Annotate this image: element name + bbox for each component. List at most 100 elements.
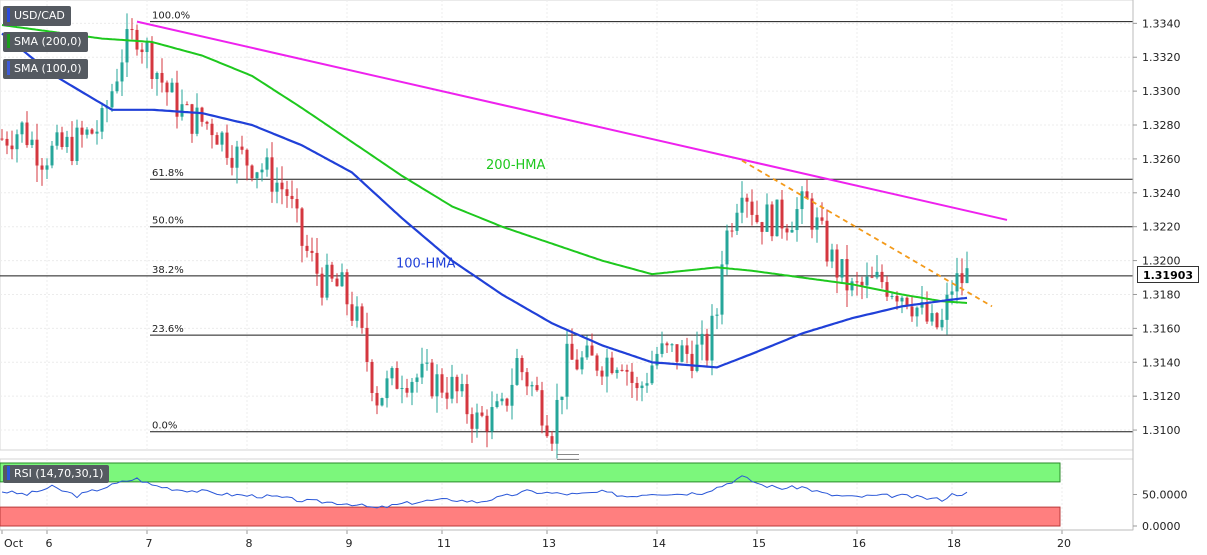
candle-body bbox=[865, 276, 869, 286]
candle-body bbox=[410, 381, 414, 393]
candle-body bbox=[335, 278, 339, 287]
candle-body bbox=[240, 146, 244, 150]
candle-body bbox=[475, 412, 479, 429]
candle-body bbox=[305, 245, 309, 251]
fibonacci-label: 50.0% bbox=[152, 216, 184, 227]
200-hma-line bbox=[1, 24, 968, 304]
candle-body bbox=[470, 414, 474, 429]
candle-body bbox=[30, 139, 34, 146]
panel-splitter-handle[interactable] bbox=[557, 454, 579, 460]
candle-body bbox=[445, 392, 449, 399]
candle-body bbox=[190, 104, 194, 134]
candle-body bbox=[870, 276, 874, 278]
legend-sma-200[interactable]: SMA (200,0) bbox=[3, 32, 88, 52]
candle-body bbox=[265, 157, 269, 170]
candle-body bbox=[775, 199, 779, 237]
candle-body bbox=[340, 272, 344, 287]
candle-body bbox=[315, 252, 319, 274]
legend-rsi[interactable]: RSI (14,70,30,1) bbox=[3, 465, 110, 483]
candle-body bbox=[600, 370, 604, 377]
candle-body bbox=[560, 396, 564, 400]
candle-body bbox=[455, 376, 459, 392]
candle-body bbox=[160, 72, 164, 83]
candle-body bbox=[450, 376, 454, 399]
sma-200-label: SMA (200,0) bbox=[14, 35, 82, 48]
candle-body bbox=[930, 313, 934, 322]
candle-body bbox=[530, 385, 534, 387]
x-tick-label: 7 bbox=[146, 537, 153, 550]
rsi-swatch-icon bbox=[7, 466, 10, 480]
candle-body bbox=[805, 191, 809, 199]
candle-body bbox=[360, 306, 364, 328]
fibonacci-label: 38.2% bbox=[152, 265, 184, 276]
candle-body bbox=[390, 368, 394, 379]
candle-body bbox=[570, 343, 574, 360]
candle-body bbox=[300, 208, 304, 246]
candle-body bbox=[540, 390, 544, 426]
y-tick-label: 1.3320 bbox=[1142, 51, 1181, 64]
candle-body bbox=[375, 392, 379, 406]
candle-body bbox=[945, 294, 949, 320]
candle-body bbox=[385, 378, 389, 399]
candle-body bbox=[110, 91, 114, 108]
symbol-label[interactable]: USD/CAD bbox=[3, 6, 71, 26]
candle-body bbox=[690, 353, 694, 371]
candle-body bbox=[710, 315, 714, 361]
candle-body bbox=[835, 249, 839, 278]
time-axis: Oct 6 7 8 9 11 13 14 15 16 18 20 bbox=[0, 529, 1133, 550]
candle-body bbox=[735, 212, 739, 231]
candle-body bbox=[565, 343, 569, 397]
candle-body bbox=[0, 138, 4, 140]
candle-body bbox=[830, 249, 834, 262]
candle-body bbox=[380, 398, 384, 406]
candle-body bbox=[145, 42, 149, 53]
candle-body bbox=[525, 372, 529, 387]
candle-body bbox=[180, 104, 184, 117]
y-tick-label: 1.3140 bbox=[1142, 356, 1181, 369]
candle-body bbox=[800, 191, 804, 210]
candle-body bbox=[795, 209, 799, 231]
candle-body bbox=[680, 345, 684, 362]
candle-body bbox=[150, 42, 154, 79]
candle-body bbox=[615, 369, 619, 374]
candle-body bbox=[790, 230, 794, 233]
candle-body bbox=[885, 282, 889, 297]
candle-body bbox=[555, 399, 559, 444]
candle-body bbox=[400, 388, 404, 390]
candle-body bbox=[610, 357, 614, 374]
x-tick-label: 15 bbox=[752, 537, 766, 550]
candle-body bbox=[135, 29, 139, 50]
candle-body bbox=[785, 228, 789, 233]
y-tick-label: 1.3260 bbox=[1142, 153, 1181, 166]
candle-body bbox=[120, 62, 124, 82]
candle-body bbox=[165, 82, 169, 93]
candle-body bbox=[95, 131, 99, 134]
x-tick-label: 9 bbox=[346, 537, 353, 550]
y-tick-label: 1.3340 bbox=[1142, 17, 1181, 30]
candle-body bbox=[185, 104, 189, 106]
candle-body bbox=[20, 122, 24, 135]
fibonacci-label: 23.6% bbox=[152, 324, 184, 335]
100-hma-line bbox=[1, 32, 968, 369]
fibonacci-levels: 100.0% 61.8% 50.0% 38.2% 23.6% 0.0% bbox=[0, 11, 1133, 433]
candle-body bbox=[90, 129, 94, 134]
candle-body bbox=[215, 135, 219, 145]
candle-body bbox=[430, 362, 434, 397]
x-tick-label: 13 bbox=[542, 537, 556, 550]
x-tick-label: 20 bbox=[1057, 537, 1071, 550]
candle-body bbox=[310, 250, 314, 253]
candle-body bbox=[620, 369, 624, 371]
candle-body bbox=[15, 134, 19, 150]
candle-body bbox=[250, 165, 254, 179]
legend-sma-100[interactable]: SMA (100,0) bbox=[3, 59, 88, 79]
candle-body bbox=[495, 401, 499, 408]
candle-body bbox=[420, 363, 424, 378]
rsi-tick-label: 50.0000 bbox=[1142, 489, 1188, 502]
x-tick-label: 8 bbox=[246, 537, 253, 550]
candle-body bbox=[935, 313, 939, 328]
candle-body bbox=[965, 268, 969, 284]
candle-body bbox=[535, 385, 539, 391]
candle-body bbox=[810, 198, 814, 230]
x-tick-label: Oct bbox=[4, 537, 24, 550]
